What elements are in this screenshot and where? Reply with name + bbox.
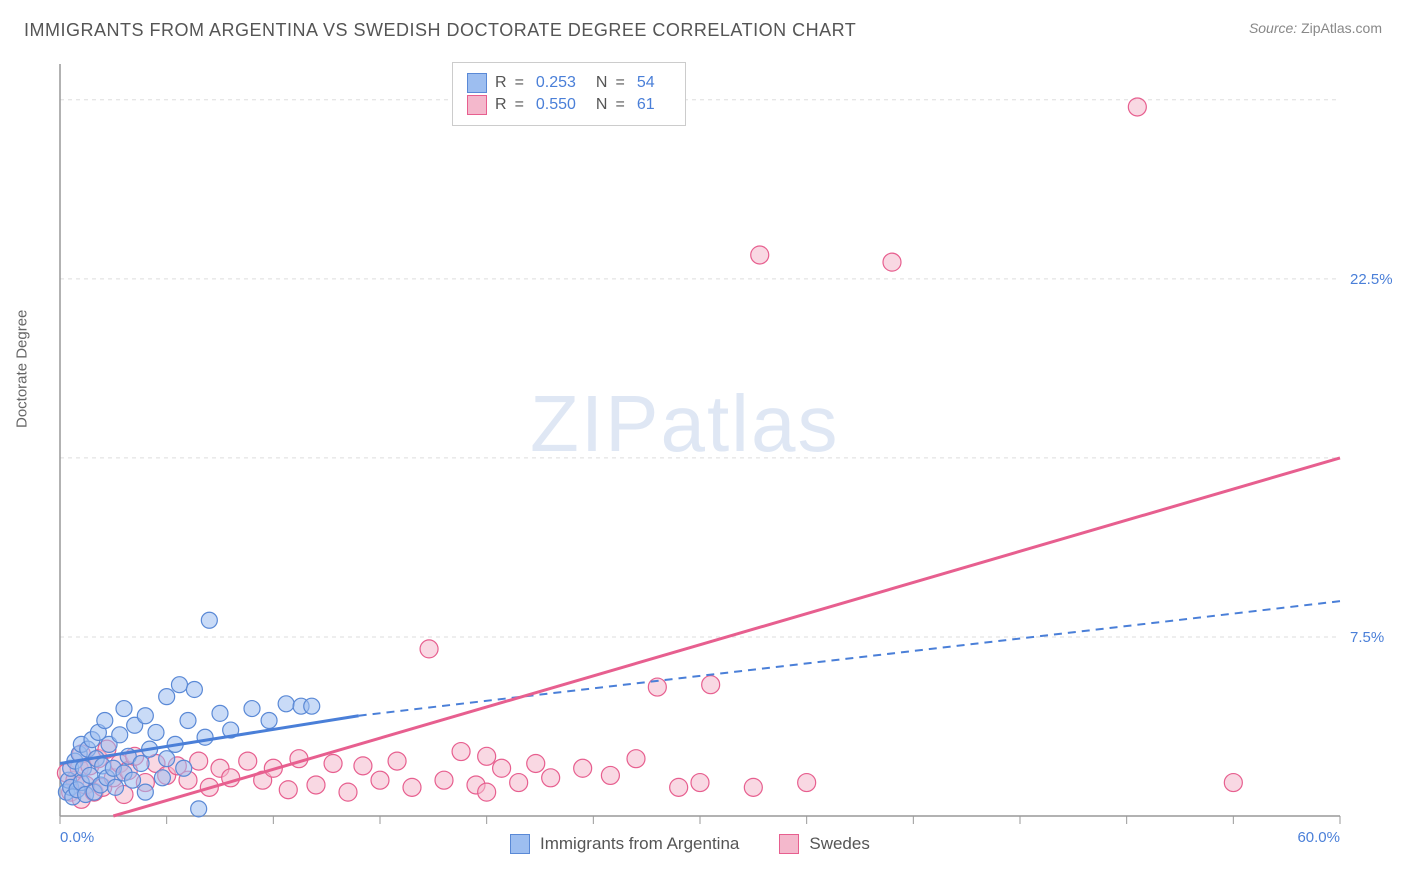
datapoint-argentina <box>244 701 260 717</box>
datapoint-argentina <box>171 677 187 693</box>
datapoint-argentina <box>137 708 153 724</box>
datapoint-argentina <box>191 801 207 817</box>
legend-label: Swedes <box>809 834 869 854</box>
datapoint-swedes <box>478 747 496 765</box>
datapoint-swedes <box>883 253 901 271</box>
datapoint-argentina <box>133 755 149 771</box>
legend-R-label: R <box>495 74 507 92</box>
datapoint-argentina <box>197 729 213 745</box>
datapoint-swedes <box>239 752 257 770</box>
correlation-legend: R = 0.253N = 54R = 0.550N = 61 <box>452 62 686 126</box>
legend-N-value: 61 <box>637 96 667 114</box>
datapoint-swedes <box>324 754 342 772</box>
datapoint-swedes <box>493 759 511 777</box>
source-value: ZipAtlas.com <box>1301 20 1382 36</box>
legend-item-argentina: Immigrants from Argentina <box>510 834 739 854</box>
datapoint-swedes <box>1224 774 1242 792</box>
header: IMMIGRANTS FROM ARGENTINA VS SWEDISH DOC… <box>0 0 1406 41</box>
datapoint-swedes <box>542 769 560 787</box>
datapoint-argentina <box>159 689 175 705</box>
legend-R-value: 0.550 <box>536 96 584 114</box>
y-tick-label: 22.5% <box>1350 271 1393 288</box>
datapoint-argentina <box>261 713 277 729</box>
datapoint-swedes <box>190 752 208 770</box>
chart-title: IMMIGRANTS FROM ARGENTINA VS SWEDISH DOC… <box>24 20 856 41</box>
datapoint-swedes <box>371 771 389 789</box>
datapoint-argentina <box>212 705 228 721</box>
scatter-plot: 7.5% 22.5% 0.0% 60.0% <box>0 48 1406 868</box>
datapoint-argentina <box>278 696 294 712</box>
x-tick-label: 60.0% <box>1297 829 1340 846</box>
datapoint-swedes <box>702 676 720 694</box>
legend-label: Immigrants from Argentina <box>540 834 739 854</box>
legend-N-label: N <box>596 74 608 92</box>
legend-swatch <box>510 834 530 854</box>
datapoint-swedes <box>670 778 688 796</box>
source-attr: Source: ZipAtlas.com <box>1249 20 1382 36</box>
datapoint-swedes <box>627 750 645 768</box>
series-legend: Immigrants from Argentina Swedes <box>510 834 870 854</box>
legend-swatch <box>779 834 799 854</box>
datapoint-argentina <box>201 612 217 628</box>
datapoint-argentina <box>137 784 153 800</box>
legend-swatch <box>467 73 487 93</box>
datapoint-swedes <box>420 640 438 658</box>
trendline-argentina-dash <box>359 601 1340 716</box>
datapoint-swedes <box>527 754 545 772</box>
datapoint-argentina <box>112 727 128 743</box>
legend-swatch <box>467 95 487 115</box>
datapoint-swedes <box>388 752 406 770</box>
datapoint-swedes <box>354 757 372 775</box>
legend-R-value: 0.253 <box>536 74 584 92</box>
legend-N-value: 54 <box>637 74 667 92</box>
datapoint-swedes <box>510 774 528 792</box>
legend-item-swedes: Swedes <box>779 834 869 854</box>
datapoint-swedes <box>1128 98 1146 116</box>
datapoint-swedes <box>798 774 816 792</box>
legend-row: R = 0.550N = 61 <box>467 95 671 115</box>
source-label: Source: <box>1249 20 1297 36</box>
datapoint-swedes <box>744 778 762 796</box>
datapoint-argentina <box>180 713 196 729</box>
y-tick-label: 7.5% <box>1350 629 1384 646</box>
datapoint-swedes <box>751 246 769 264</box>
datapoint-argentina <box>125 772 141 788</box>
datapoint-swedes <box>279 781 297 799</box>
datapoint-swedes <box>478 783 496 801</box>
legend-row: R = 0.253N = 54 <box>467 73 671 93</box>
datapoint-swedes <box>574 759 592 777</box>
datapoint-swedes <box>691 774 709 792</box>
datapoint-swedes <box>307 776 325 794</box>
datapoint-argentina <box>176 760 192 776</box>
datapoint-argentina <box>148 724 164 740</box>
datapoint-swedes <box>339 783 357 801</box>
legend-N-label: N <box>596 96 608 114</box>
datapoint-swedes <box>452 743 470 761</box>
x-tick-label: 0.0% <box>60 829 94 846</box>
legend-R-label: R <box>495 96 507 114</box>
datapoint-argentina <box>304 698 320 714</box>
chart-area: Doctorate Degree 7.5%22.5%0.0%60.0% ZIPa… <box>0 48 1406 868</box>
datapoint-swedes <box>601 766 619 784</box>
datapoint-argentina <box>154 770 170 786</box>
datapoint-argentina <box>186 681 202 697</box>
datapoint-argentina <box>116 701 132 717</box>
datapoint-argentina <box>159 751 175 767</box>
datapoint-argentina <box>97 713 113 729</box>
datapoint-argentina <box>107 779 123 795</box>
datapoint-swedes <box>435 771 453 789</box>
datapoint-swedes <box>403 778 421 796</box>
